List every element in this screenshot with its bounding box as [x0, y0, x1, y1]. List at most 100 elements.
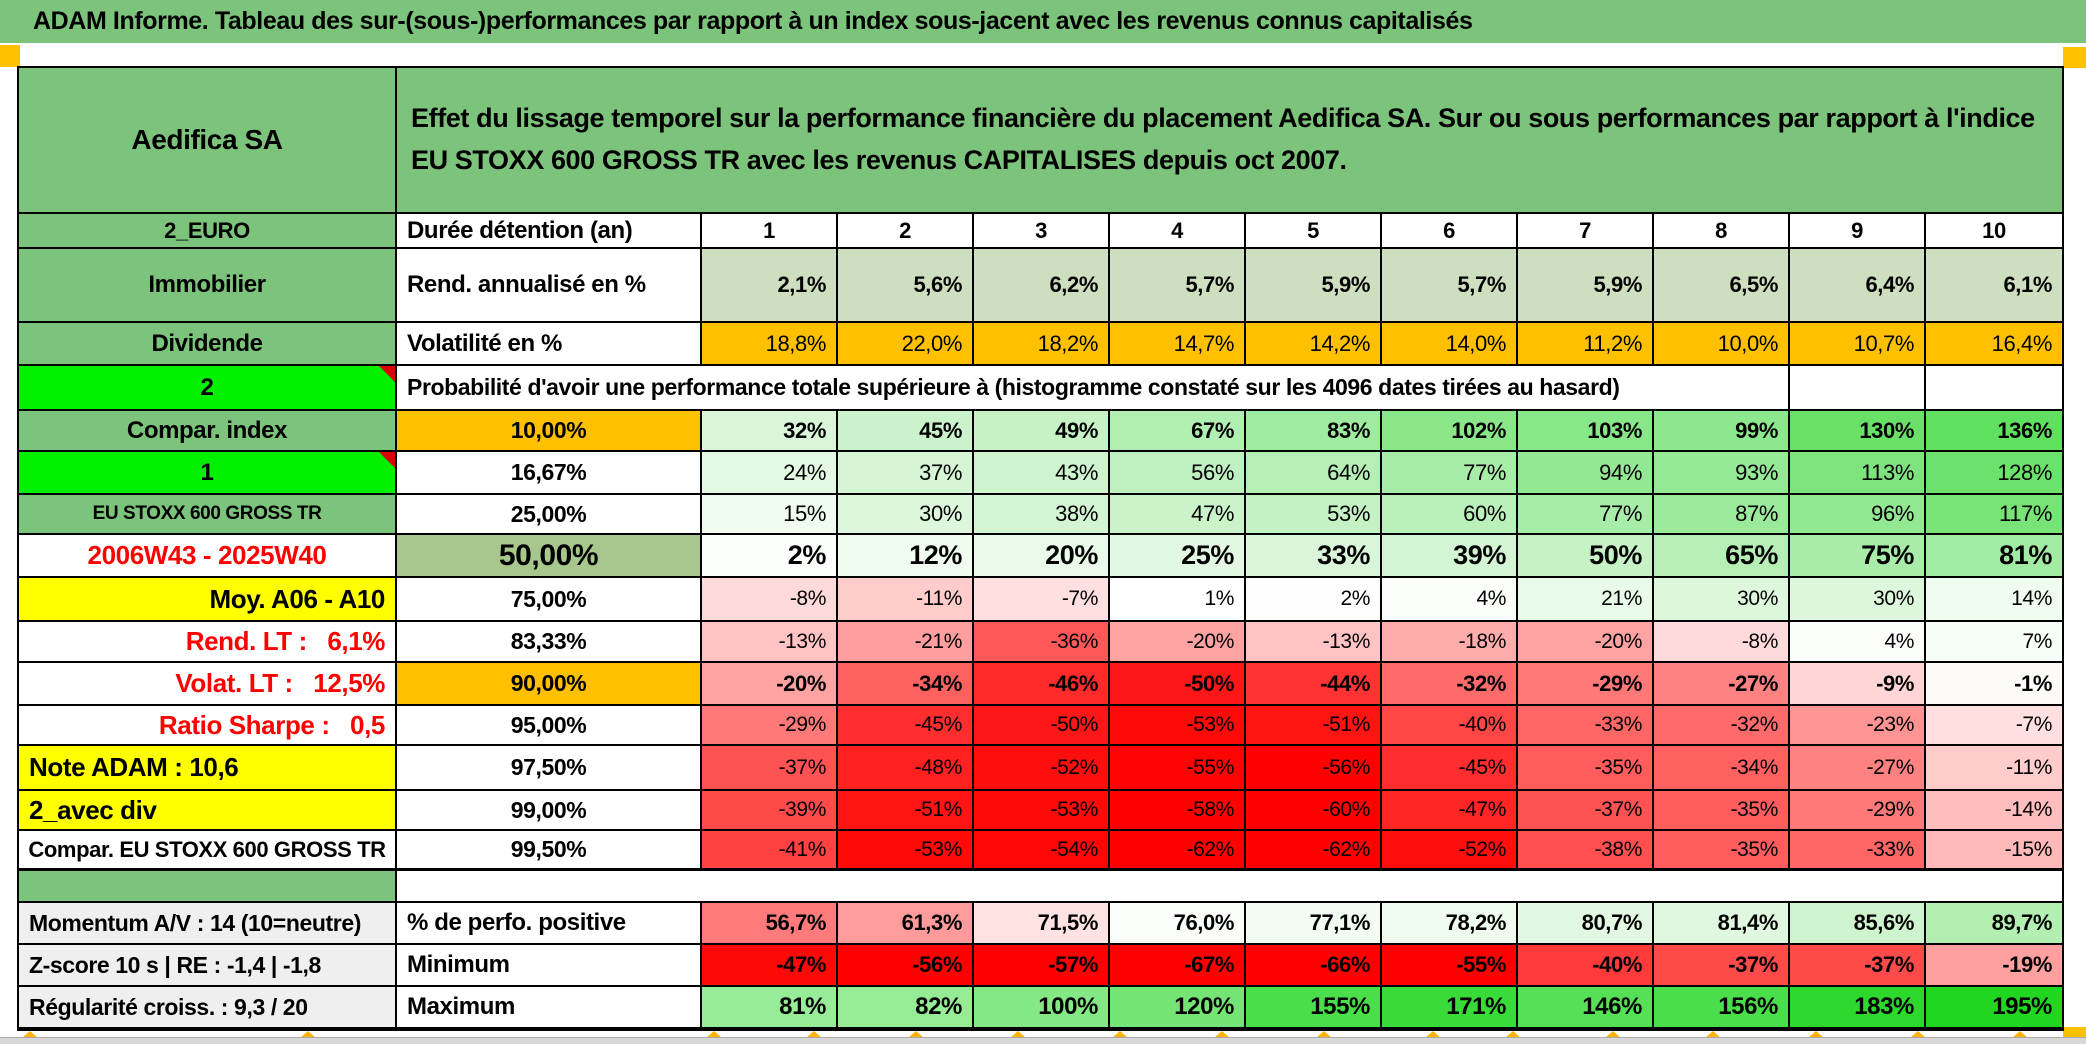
data-cell-min-5[interactable]: -66%	[1246, 945, 1382, 987]
data-cell-p995-5[interactable]: -62%	[1246, 831, 1382, 871]
data-cell-rend-10[interactable]: 6,1%	[1926, 249, 2062, 323]
data-cell-p25-9[interactable]: 96%	[1790, 495, 1926, 535]
row-metric-p99[interactable]: 99,00%	[397, 791, 702, 831]
data-cell-p75-4[interactable]: 1%	[1110, 578, 1246, 622]
row-label-perfo[interactable]: Momentum A/V : 14 (10=neutre)	[19, 903, 397, 945]
data-cell-p95-8[interactable]: -32%	[1654, 706, 1790, 746]
data-cell-p10-8[interactable]: 99%	[1654, 411, 1790, 452]
data-cell-p90-4[interactable]: -50%	[1110, 663, 1246, 706]
data-cell-rend-1[interactable]: 2,1%	[702, 249, 838, 323]
data-cell-p975-8[interactable]: -34%	[1654, 746, 1790, 791]
data-cell-min-3[interactable]: -57%	[974, 945, 1110, 987]
row-metric-p975[interactable]: 97,50%	[397, 746, 702, 791]
empty-cell[interactable]	[1926, 366, 2062, 411]
data-cell-p25-4[interactable]: 47%	[1110, 495, 1246, 535]
data-cell-p995-6[interactable]: -52%	[1382, 831, 1518, 871]
data-cell-p75-6[interactable]: 4%	[1382, 578, 1518, 622]
data-cell-p8333-10[interactable]: 7%	[1926, 622, 2062, 663]
data-cell-rend-3[interactable]: 6,2%	[974, 249, 1110, 323]
data-cell-p90-8[interactable]: -27%	[1654, 663, 1790, 706]
data-cell-p975-3[interactable]: -52%	[974, 746, 1110, 791]
data-cell-p50-4[interactable]: 25%	[1110, 535, 1246, 578]
data-cell-p95-5[interactable]: -51%	[1246, 706, 1382, 746]
data-cell-p75-10[interactable]: 14%	[1926, 578, 2062, 622]
data-cell-p8333-8[interactable]: -8%	[1654, 622, 1790, 663]
data-cell-vol-7[interactable]: 11,2%	[1518, 323, 1654, 366]
data-cell-duration-1[interactable]: 1	[702, 214, 838, 249]
data-cell-p1667-8[interactable]: 93%	[1654, 452, 1790, 495]
data-cell-p995-8[interactable]: -35%	[1654, 831, 1790, 871]
row-label-p99[interactable]: 2_avec div	[19, 791, 397, 831]
data-cell-p1667-2[interactable]: 37%	[838, 452, 974, 495]
data-cell-min-7[interactable]: -40%	[1518, 945, 1654, 987]
data-cell-p8333-4[interactable]: -20%	[1110, 622, 1246, 663]
data-cell-p995-1[interactable]: -41%	[702, 831, 838, 871]
data-cell-vol-4[interactable]: 14,7%	[1110, 323, 1246, 366]
data-cell-p90-6[interactable]: -32%	[1382, 663, 1518, 706]
data-cell-vol-2[interactable]: 22,0%	[838, 323, 974, 366]
data-cell-p99-1[interactable]: -39%	[702, 791, 838, 831]
data-cell-p975-6[interactable]: -45%	[1382, 746, 1518, 791]
row-label-proba[interactable]: 2	[19, 366, 397, 411]
data-cell-p10-6[interactable]: 102%	[1382, 411, 1518, 452]
data-cell-p1667-10[interactable]: 128%	[1926, 452, 2062, 495]
data-cell-p10-2[interactable]: 45%	[838, 411, 974, 452]
data-cell-perfo-3[interactable]: 71,5%	[974, 903, 1110, 945]
data-cell-p99-8[interactable]: -35%	[1654, 791, 1790, 831]
data-cell-p995-10[interactable]: -15%	[1926, 831, 2062, 871]
data-cell-p10-1[interactable]: 32%	[702, 411, 838, 452]
data-cell-duration-4[interactable]: 4	[1110, 214, 1246, 249]
data-cell-p1667-5[interactable]: 64%	[1246, 452, 1382, 495]
data-cell-p99-10[interactable]: -14%	[1926, 791, 2062, 831]
row-metric-p1667[interactable]: 16,67%	[397, 452, 702, 495]
data-cell-max-2[interactable]: 82%	[838, 987, 974, 1029]
data-cell-min-9[interactable]: -37%	[1790, 945, 1926, 987]
row-metric-p95[interactable]: 95,00%	[397, 706, 702, 746]
data-cell-p95-9[interactable]: -23%	[1790, 706, 1926, 746]
data-cell-p75-9[interactable]: 30%	[1790, 578, 1926, 622]
row-label-p50[interactable]: 2006W43 - 2025W40	[19, 535, 397, 578]
data-cell-p95-6[interactable]: -40%	[1382, 706, 1518, 746]
data-cell-p975-10[interactable]: -11%	[1926, 746, 2062, 791]
table-description-cell[interactable]: Effet du lissage temporel sur la perform…	[397, 68, 2062, 214]
data-cell-p8333-3[interactable]: -36%	[974, 622, 1110, 663]
data-cell-duration-5[interactable]: 5	[1246, 214, 1382, 249]
data-cell-p995-4[interactable]: -62%	[1110, 831, 1246, 871]
row-label-max[interactable]: Régularité croiss. : 9,3 / 20	[19, 987, 397, 1029]
data-cell-min-4[interactable]: -67%	[1110, 945, 1246, 987]
data-cell-p90-2[interactable]: -34%	[838, 663, 974, 706]
row-metric-p25[interactable]: 25,00%	[397, 495, 702, 535]
data-cell-p90-10[interactable]: -1%	[1926, 663, 2062, 706]
row-metric-p50[interactable]: 50,00%	[397, 535, 702, 578]
data-cell-min-6[interactable]: -55%	[1382, 945, 1518, 987]
bottom-scroll-area[interactable]	[0, 1037, 2086, 1044]
data-cell-vol-1[interactable]: 18,8%	[702, 323, 838, 366]
data-cell-p1667-7[interactable]: 94%	[1518, 452, 1654, 495]
data-cell-vol-5[interactable]: 14,2%	[1246, 323, 1382, 366]
data-cell-p8333-9[interactable]: 4%	[1790, 622, 1926, 663]
row-label-p95[interactable]: Ratio Sharpe : 0,5	[19, 706, 397, 746]
data-cell-p975-5[interactable]: -56%	[1246, 746, 1382, 791]
row-metric-perfo[interactable]: % de perfo. positive	[397, 903, 702, 945]
data-cell-rend-6[interactable]: 5,7%	[1382, 249, 1518, 323]
data-cell-p50-5[interactable]: 33%	[1246, 535, 1382, 578]
data-cell-p90-9[interactable]: -9%	[1790, 663, 1926, 706]
row-label-p975[interactable]: Note ADAM : 10,6	[19, 746, 397, 791]
row-label-p8333[interactable]: Rend. LT : 6,1%	[19, 622, 397, 663]
data-cell-p50-8[interactable]: 65%	[1654, 535, 1790, 578]
row-label-sep[interactable]	[19, 871, 397, 903]
data-cell-p75-1[interactable]: -8%	[702, 578, 838, 622]
data-cell-p50-7[interactable]: 50%	[1518, 535, 1654, 578]
data-cell-min-2[interactable]: -56%	[838, 945, 974, 987]
row-metric-p75[interactable]: 75,00%	[397, 578, 702, 622]
data-cell-p8333-2[interactable]: -21%	[838, 622, 974, 663]
data-cell-p99-3[interactable]: -53%	[974, 791, 1110, 831]
data-cell-p1667-4[interactable]: 56%	[1110, 452, 1246, 495]
data-cell-p50-2[interactable]: 12%	[838, 535, 974, 578]
data-cell-p90-5[interactable]: -44%	[1246, 663, 1382, 706]
data-cell-rend-4[interactable]: 5,7%	[1110, 249, 1246, 323]
data-cell-p25-2[interactable]: 30%	[838, 495, 974, 535]
data-cell-duration-6[interactable]: 6	[1382, 214, 1518, 249]
data-cell-duration-9[interactable]: 9	[1790, 214, 1926, 249]
data-cell-p75-5[interactable]: 2%	[1246, 578, 1382, 622]
